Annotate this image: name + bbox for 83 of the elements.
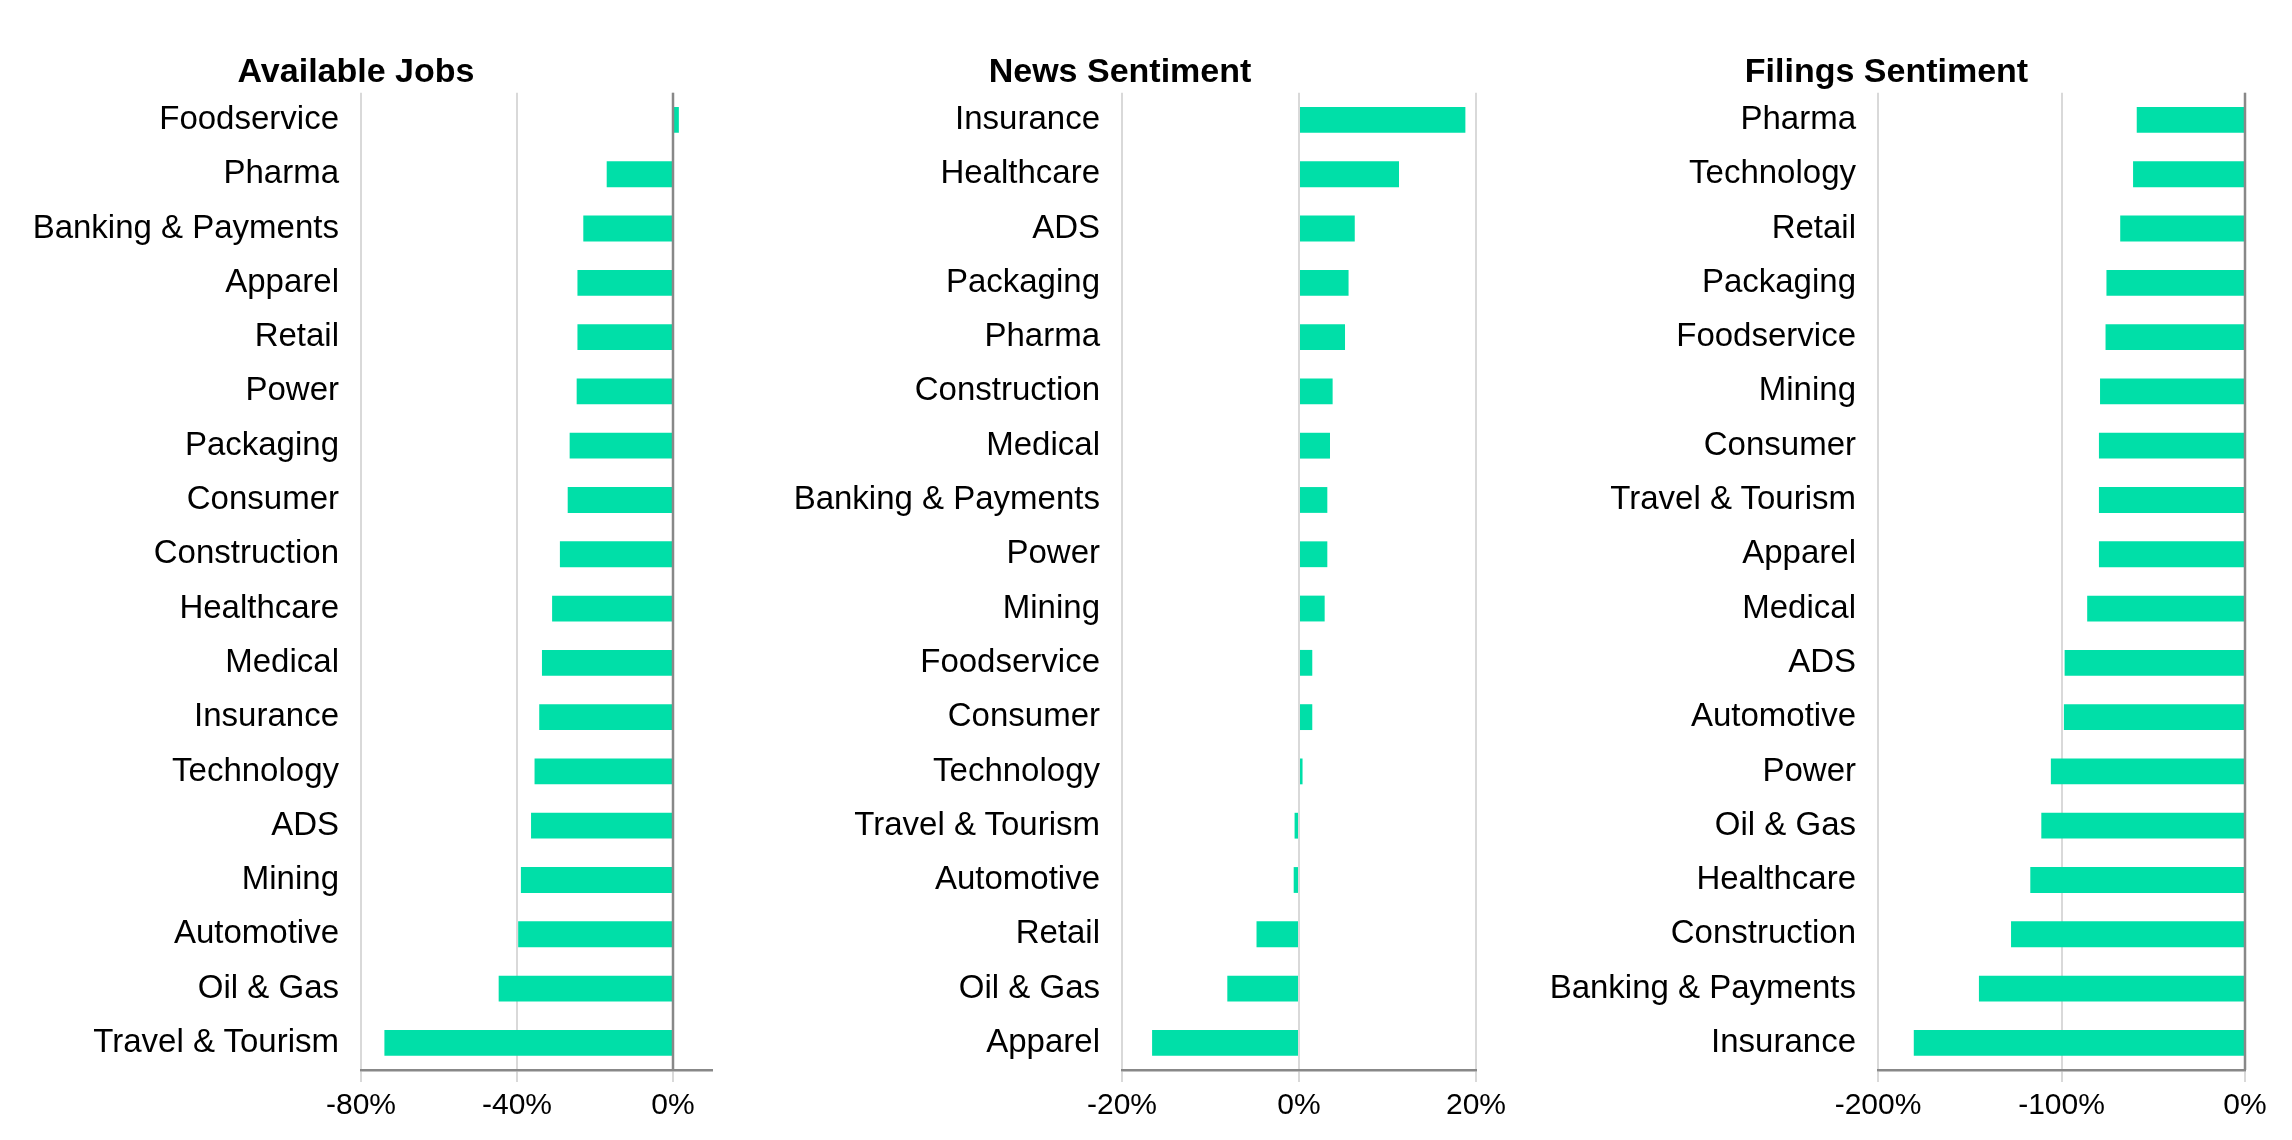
bar	[1300, 541, 1328, 568]
x-tick-label: -80%	[325, 1087, 397, 1121]
y-tick-label: Mining	[241, 859, 339, 897]
y-tick-label: Technology	[172, 750, 340, 788]
bar	[1300, 378, 1333, 405]
x-tick-label: -200%	[1834, 1087, 1922, 1121]
bar	[1300, 487, 1328, 513]
x-tick-label: 0%	[651, 1087, 695, 1121]
x-tick-label: -100%	[2018, 1087, 2105, 1121]
chart-title: Filings Sentiment	[1744, 50, 2029, 89]
y-tick-label: Mining	[1002, 587, 1100, 625]
x-tick-label: 20%	[1445, 1087, 1507, 1121]
y-tick-label: ADS	[1032, 207, 1100, 245]
y-tick-label: Retail	[254, 316, 339, 354]
bar	[1227, 975, 1298, 1002]
y-tick-label: Travel & Tourism	[854, 804, 1100, 842]
y-tick-label: Foodservice	[159, 99, 339, 137]
y-tick-label: Medical	[1742, 587, 1856, 625]
bar	[1256, 921, 1298, 948]
y-tick-label: Construction	[1670, 913, 1856, 951]
y-tick-label: Automotive	[1690, 696, 1856, 734]
chart-title: News Sentiment	[988, 50, 1252, 89]
y-tick-label: Construction	[153, 533, 339, 571]
y-tick-label: Automotive	[173, 913, 339, 951]
bar	[1300, 704, 1313, 731]
y-tick-label: Healthcare	[179, 587, 339, 625]
y-tick-label: Packaging	[1701, 261, 1856, 299]
y-tick-label: ADS	[1788, 641, 1856, 679]
y-tick-label: Pharma	[1740, 99, 1857, 137]
y-tick-label: Power	[1006, 533, 1100, 571]
y-tick-label: Technology	[933, 750, 1101, 788]
chart-title: Available Jobs	[237, 50, 475, 89]
bar	[1300, 432, 1330, 459]
y-tick-label: Apparel	[1742, 533, 1856, 571]
y-tick-label: Apparel	[986, 1021, 1100, 1059]
y-tick-label: Oil & Gas	[958, 967, 1100, 1005]
y-tick-label: Banking & Payments	[32, 207, 339, 245]
y-tick-label: ADS	[271, 804, 339, 842]
y-tick-label: Travel & Tourism	[93, 1021, 339, 1059]
bar	[1300, 161, 1400, 188]
y-tick-label: Banking & Payments	[793, 479, 1100, 517]
bar	[1300, 758, 1303, 785]
x-tick-label: 0%	[2223, 1087, 2267, 1121]
bar	[1300, 107, 1466, 133]
bar	[1300, 595, 1325, 622]
x-tick-label: -20%	[1086, 1087, 1158, 1121]
y-tick-label: Insurance	[1711, 1021, 1856, 1059]
y-tick-label: Power	[1762, 750, 1856, 788]
x-tick-label: 0%	[1277, 1087, 1321, 1121]
y-tick-label: Automotive	[934, 859, 1100, 897]
y-tick-label: Mining	[1758, 370, 1856, 408]
y-tick-label: Consumer	[947, 696, 1100, 734]
y-tick-label: Medical	[225, 641, 339, 679]
y-tick-label: Apparel	[225, 261, 339, 299]
y-tick-label: Foodservice	[920, 641, 1100, 679]
bar	[1300, 215, 1355, 242]
y-tick-label: Consumer	[186, 479, 339, 517]
y-tick-label: Retail	[1771, 207, 1856, 245]
y-tick-label: Construction	[914, 370, 1100, 408]
y-tick-label: Technology	[1689, 153, 1857, 191]
y-tick-label: Healthcare	[940, 153, 1100, 191]
y-tick-label: Pharma	[223, 153, 340, 191]
y-tick-label: Medical	[986, 424, 1100, 462]
y-tick-label: Packaging	[945, 261, 1100, 299]
bar	[1300, 269, 1349, 296]
bar	[1293, 867, 1298, 893]
y-tick-label: Insurance	[955, 99, 1100, 137]
bar	[1300, 324, 1346, 351]
y-tick-label: Power	[245, 370, 339, 408]
y-tick-label: Foodservice	[1676, 316, 1856, 354]
y-tick-label: Healthcare	[1696, 859, 1856, 897]
y-tick-label: Travel & Tourism	[1610, 479, 1856, 517]
bar	[1152, 1029, 1298, 1056]
y-tick-label: Pharma	[984, 316, 1101, 354]
y-tick-label: Oil & Gas	[197, 967, 339, 1005]
x-tick-label: -40%	[481, 1087, 553, 1121]
y-tick-label: Consumer	[1703, 424, 1856, 462]
y-tick-label: Retail	[1015, 913, 1100, 951]
y-tick-label: Insurance	[194, 696, 339, 734]
y-tick-label: Oil & Gas	[1714, 804, 1856, 842]
y-tick-label: Banking & Payments	[1549, 967, 1856, 1005]
bar	[1300, 649, 1313, 676]
y-tick-label: Packaging	[184, 424, 339, 462]
